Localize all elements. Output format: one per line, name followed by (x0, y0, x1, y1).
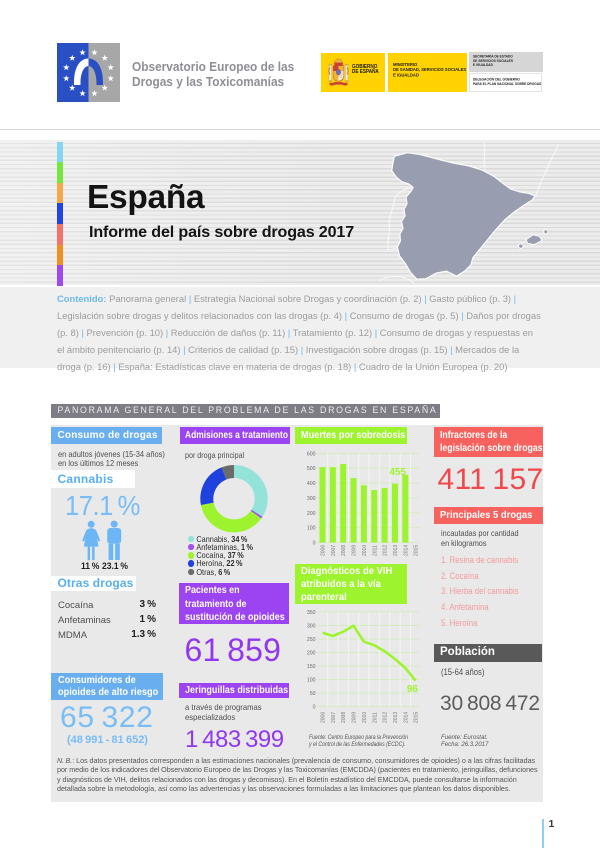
svg-text:2010: 2010 (362, 712, 368, 723)
svg-text:2011: 2011 (372, 712, 378, 723)
svg-text:96: 96 (407, 684, 419, 695)
svg-text:2008: 2008 (341, 712, 347, 723)
svg-text:0: 0 (313, 705, 316, 711)
svg-text:2006: 2006 (321, 712, 327, 723)
svg-text:2007: 2007 (331, 712, 337, 723)
svg-text:500: 500 (307, 466, 316, 472)
svg-text:2015: 2015 (414, 545, 419, 556)
svg-text:2012: 2012 (383, 712, 389, 723)
svg-text:2009: 2009 (352, 712, 358, 723)
svg-text:350: 350 (307, 610, 316, 616)
svg-text:200: 200 (307, 511, 316, 517)
svg-text:300: 300 (307, 623, 316, 629)
svg-text:2009: 2009 (352, 545, 358, 556)
svg-text:2014: 2014 (403, 712, 409, 723)
svg-text:2013: 2013 (393, 545, 399, 556)
svg-text:50: 50 (310, 691, 316, 697)
svg-text:455: 455 (389, 467, 406, 478)
svg-text:100: 100 (307, 526, 316, 532)
svg-text:400: 400 (307, 481, 316, 487)
svg-text:2012: 2012 (383, 545, 389, 556)
svg-text:2006: 2006 (321, 545, 327, 556)
svg-text:2010: 2010 (362, 545, 368, 556)
svg-text:2008: 2008 (341, 545, 347, 556)
svg-text:150: 150 (307, 664, 316, 670)
svg-text:2007: 2007 (331, 545, 337, 556)
svg-text:2015: 2015 (414, 712, 419, 723)
svg-text:200: 200 (307, 651, 316, 657)
svg-text:2013: 2013 (393, 712, 399, 723)
svg-text:2014: 2014 (403, 545, 409, 556)
svg-text:2011: 2011 (372, 545, 378, 556)
svg-text:100: 100 (307, 678, 316, 684)
svg-text:250: 250 (307, 637, 316, 643)
svg-text:0: 0 (313, 541, 316, 547)
svg-text:300: 300 (307, 496, 316, 502)
svg-text:600: 600 (307, 451, 316, 457)
